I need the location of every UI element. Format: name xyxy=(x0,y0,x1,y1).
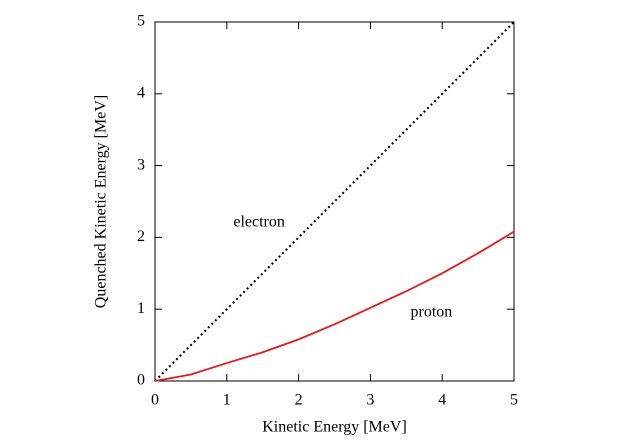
x-axis-label: Kinetic Energy [MeV] xyxy=(262,419,407,436)
x-tick-label: 1 xyxy=(223,392,231,409)
y-axis-label: Quenched Kinetic Energy [MeV] xyxy=(93,95,110,308)
y-tick-label: 5 xyxy=(137,13,145,30)
y-tick-label: 1 xyxy=(137,300,145,317)
x-tick-label: 4 xyxy=(438,392,446,409)
x-tick-label: 0 xyxy=(151,392,159,409)
y-tick-label: 4 xyxy=(137,84,145,101)
series-label: proton xyxy=(411,303,453,320)
x-tick-label: 3 xyxy=(366,392,374,409)
x-tick-label: 5 xyxy=(510,392,518,409)
x-tick-label: 2 xyxy=(295,392,303,409)
series-line xyxy=(154,230,515,382)
y-tick-label: 3 xyxy=(137,156,145,173)
plot-frame xyxy=(154,21,515,382)
series-line xyxy=(154,21,515,382)
y-tick-label: 0 xyxy=(137,372,145,389)
y-tick-label: 2 xyxy=(137,228,145,245)
series-label: electron xyxy=(233,214,285,231)
